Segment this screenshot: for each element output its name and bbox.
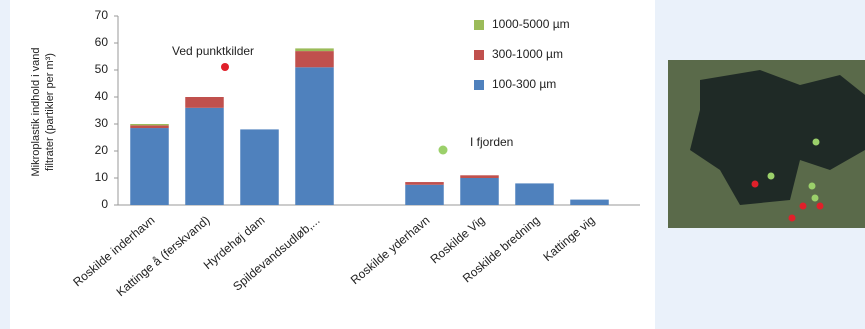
y-tick-label: 70	[95, 8, 109, 22]
bar-segment	[295, 51, 334, 67]
y-tick-label: 30	[95, 116, 109, 130]
bar-segment	[570, 200, 609, 205]
y-tick-label: 20	[95, 143, 109, 157]
bar-segment	[130, 124, 169, 125]
y-axis-label: filtrater (partikler per m³)	[44, 53, 56, 171]
y-tick-label: 10	[95, 170, 109, 184]
map-dot	[812, 195, 819, 202]
legend-label: 1000-5000 µm	[492, 17, 570, 31]
y-tick-label: 0	[101, 197, 108, 211]
map-dot	[789, 215, 796, 222]
bar-segment	[405, 182, 444, 185]
page: Mikroplastik indhold i vand filtrater (p…	[0, 0, 865, 329]
annotation-dot	[439, 146, 448, 155]
bar-segment	[185, 108, 224, 205]
bar-segment	[130, 125, 169, 128]
bar-segment	[295, 48, 334, 51]
bar-segment	[295, 67, 334, 205]
annotation: I fjorden	[470, 135, 513, 149]
map-dot	[809, 183, 816, 190]
legend-swatch	[474, 20, 484, 30]
y-tick-label: 60	[95, 35, 109, 49]
chart: Mikroplastik indhold i vand filtrater (p…	[0, 0, 865, 329]
map-dot	[800, 203, 807, 210]
annotation: Ved punktkilder	[172, 44, 254, 58]
bar-segment	[240, 129, 279, 205]
map-dot	[768, 173, 775, 180]
y-axis-label: Mikroplastik indhold i vand	[30, 47, 42, 176]
map-dot	[752, 181, 759, 188]
y-tick-label: 40	[95, 89, 109, 103]
map-dot	[813, 139, 820, 146]
bar-segment	[460, 178, 499, 205]
bar-segment	[460, 175, 499, 178]
legend-swatch	[474, 50, 484, 60]
annotation-dot	[221, 63, 229, 71]
y-tick-label: 50	[95, 62, 109, 76]
bar-segment	[130, 128, 169, 205]
legend-swatch	[474, 80, 484, 90]
bar-segment	[515, 183, 554, 205]
map-dot	[817, 203, 824, 210]
map	[668, 60, 865, 228]
legend-label: 100-300 µm	[492, 77, 556, 91]
bar-segment	[185, 97, 224, 108]
bar-segment	[405, 185, 444, 205]
legend-label: 300-1000 µm	[492, 47, 563, 61]
